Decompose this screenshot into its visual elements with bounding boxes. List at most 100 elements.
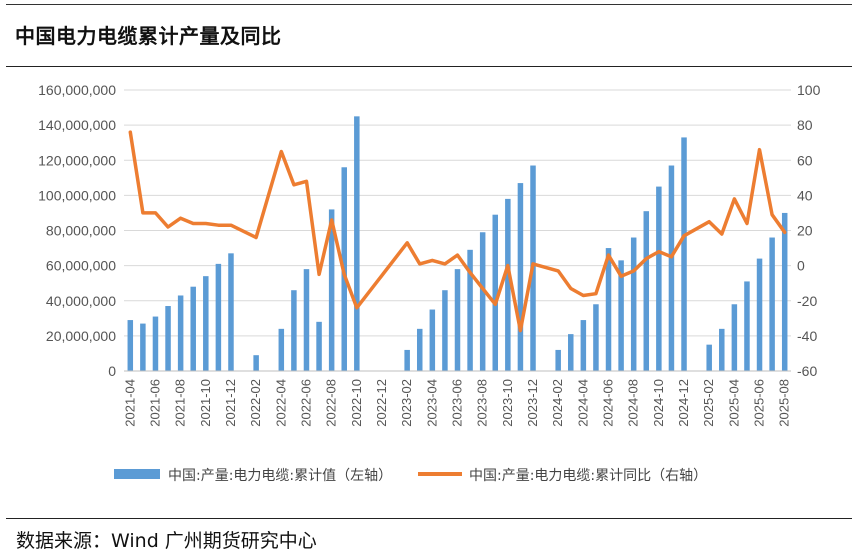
right-tick-label: -60 (797, 363, 817, 379)
bar (706, 344, 712, 371)
bar (215, 263, 222, 371)
bar (505, 198, 511, 371)
right-tick-label: 60 (797, 152, 813, 168)
left-tick-label: 160,000,000 (38, 82, 116, 98)
x-tick-label: 2025-06 (752, 379, 767, 427)
x-axis: 2021-04 2021-06 2021-08 2021-10 2021-12 2022-… (122, 370, 792, 427)
source-rule (6, 518, 852, 519)
bar (291, 290, 297, 371)
bar (555, 349, 561, 371)
x-tick-label: 2021-06 (147, 379, 162, 427)
left-tick-label: 100,000,000 (38, 187, 116, 203)
left-tick-label: 20,000,000 (46, 328, 116, 344)
x-tick-label: 2025-08 (777, 379, 792, 427)
x-tick-label: 2023-06 (450, 379, 465, 427)
x-tick-label: 2022-12 (374, 379, 389, 427)
right-tick-label: 100 (797, 82, 821, 98)
bar (719, 328, 725, 371)
bar (203, 276, 209, 371)
x-tick-label: 2024-08 (626, 379, 641, 427)
left-tick-label: 60,000,000 (46, 258, 116, 274)
right-axis-ticks: -60 -40 -20 0 20 40 60 80 100 (797, 82, 821, 379)
right-tick-label: 40 (797, 187, 813, 203)
source-note: 数据来源：Wind 广州期货研究中心 (16, 530, 317, 552)
bar (190, 286, 196, 371)
bar (354, 116, 360, 371)
x-tick-label: 2022-06 (298, 379, 313, 427)
bar (643, 211, 650, 371)
x-tick-label: 2024-10 (651, 379, 666, 427)
bar (278, 328, 285, 371)
x-tick-label: 2023-04 (424, 379, 439, 427)
bar (568, 334, 574, 371)
bar (492, 214, 499, 371)
x-tick-label: 2025-02 (701, 379, 716, 427)
x-tick-label: 2023-12 (525, 379, 540, 427)
x-tick-label: 2023-02 (399, 379, 414, 427)
x-tick-label: 2022-10 (349, 379, 364, 427)
bar (593, 304, 599, 371)
x-tick-label: 2024-02 (550, 379, 565, 427)
x-tick-label: 2022-04 (273, 379, 288, 427)
bar (781, 212, 788, 371)
bar (668, 165, 675, 371)
right-tick-label: -20 (797, 293, 817, 309)
left-tick-label: 80,000,000 (46, 223, 116, 239)
x-tick-label: 2022-08 (324, 379, 339, 427)
bar (303, 269, 310, 371)
bar (656, 186, 662, 371)
bar (467, 249, 473, 371)
bar (744, 281, 750, 371)
x-tick-label: 2023-10 (500, 379, 515, 427)
legend-bar-swatch (114, 469, 160, 479)
legend: 中国:产量:电力电缆:累计值（左轴） 中国:产量:电力电缆:累计同比（右轴） (114, 468, 707, 484)
top-rule (6, 4, 852, 5)
bar (228, 253, 234, 371)
bar (517, 183, 524, 371)
x-tick-label: 2021-10 (198, 379, 213, 427)
right-tick-label: 20 (797, 223, 813, 239)
bar (416, 328, 423, 371)
bar (253, 355, 259, 371)
bar-series (127, 116, 788, 371)
bar (769, 237, 775, 371)
x-tick-label: 2024-04 (575, 379, 590, 427)
bar (177, 295, 184, 371)
left-tick-label: 40,000,000 (46, 293, 116, 309)
right-tick-label: 80 (797, 117, 813, 133)
bar (140, 323, 146, 371)
bar (479, 232, 486, 371)
bar (328, 209, 335, 371)
x-tick-label: 2024-06 (601, 379, 616, 427)
x-tick-label: 2022-02 (248, 379, 263, 427)
bar (580, 320, 587, 371)
chart-title: 中国电力电缆累计产量及同比 (15, 24, 282, 48)
left-tick-label: 120,000,000 (38, 152, 116, 168)
left-axis-ticks: 0 20,000,000 40,000,000 60,000,000 80,000,00… (38, 82, 116, 379)
x-tick-label: 2023-08 (475, 379, 490, 427)
bar (681, 137, 687, 371)
bar (605, 248, 612, 371)
line-series (128, 130, 787, 333)
bar (152, 316, 159, 371)
x-tick-label: 2021-08 (173, 379, 188, 427)
bar (442, 290, 448, 371)
legend-bar-label: 中国:产量:电力电缆:累计值（左轴） (168, 468, 392, 484)
bar (756, 258, 763, 371)
bar (316, 321, 322, 371)
right-tick-label: -40 (797, 328, 817, 344)
title-rule (6, 66, 852, 67)
x-tick-label: 2024-12 (676, 379, 691, 427)
yoy-line (128, 130, 787, 333)
x-tick-label: 2021-12 (223, 379, 238, 427)
left-tick-label: 140,000,000 (38, 117, 116, 133)
bar (404, 349, 410, 371)
left-tick-label: 0 (108, 363, 116, 379)
bar (630, 237, 637, 371)
right-tick-label: 0 (797, 258, 805, 274)
legend-line-label: 中国:产量:电力电缆:累计同比（右轴） (469, 468, 707, 484)
bar (429, 309, 436, 371)
bar (454, 269, 461, 371)
x-tick-label: 2025-04 (726, 379, 741, 427)
